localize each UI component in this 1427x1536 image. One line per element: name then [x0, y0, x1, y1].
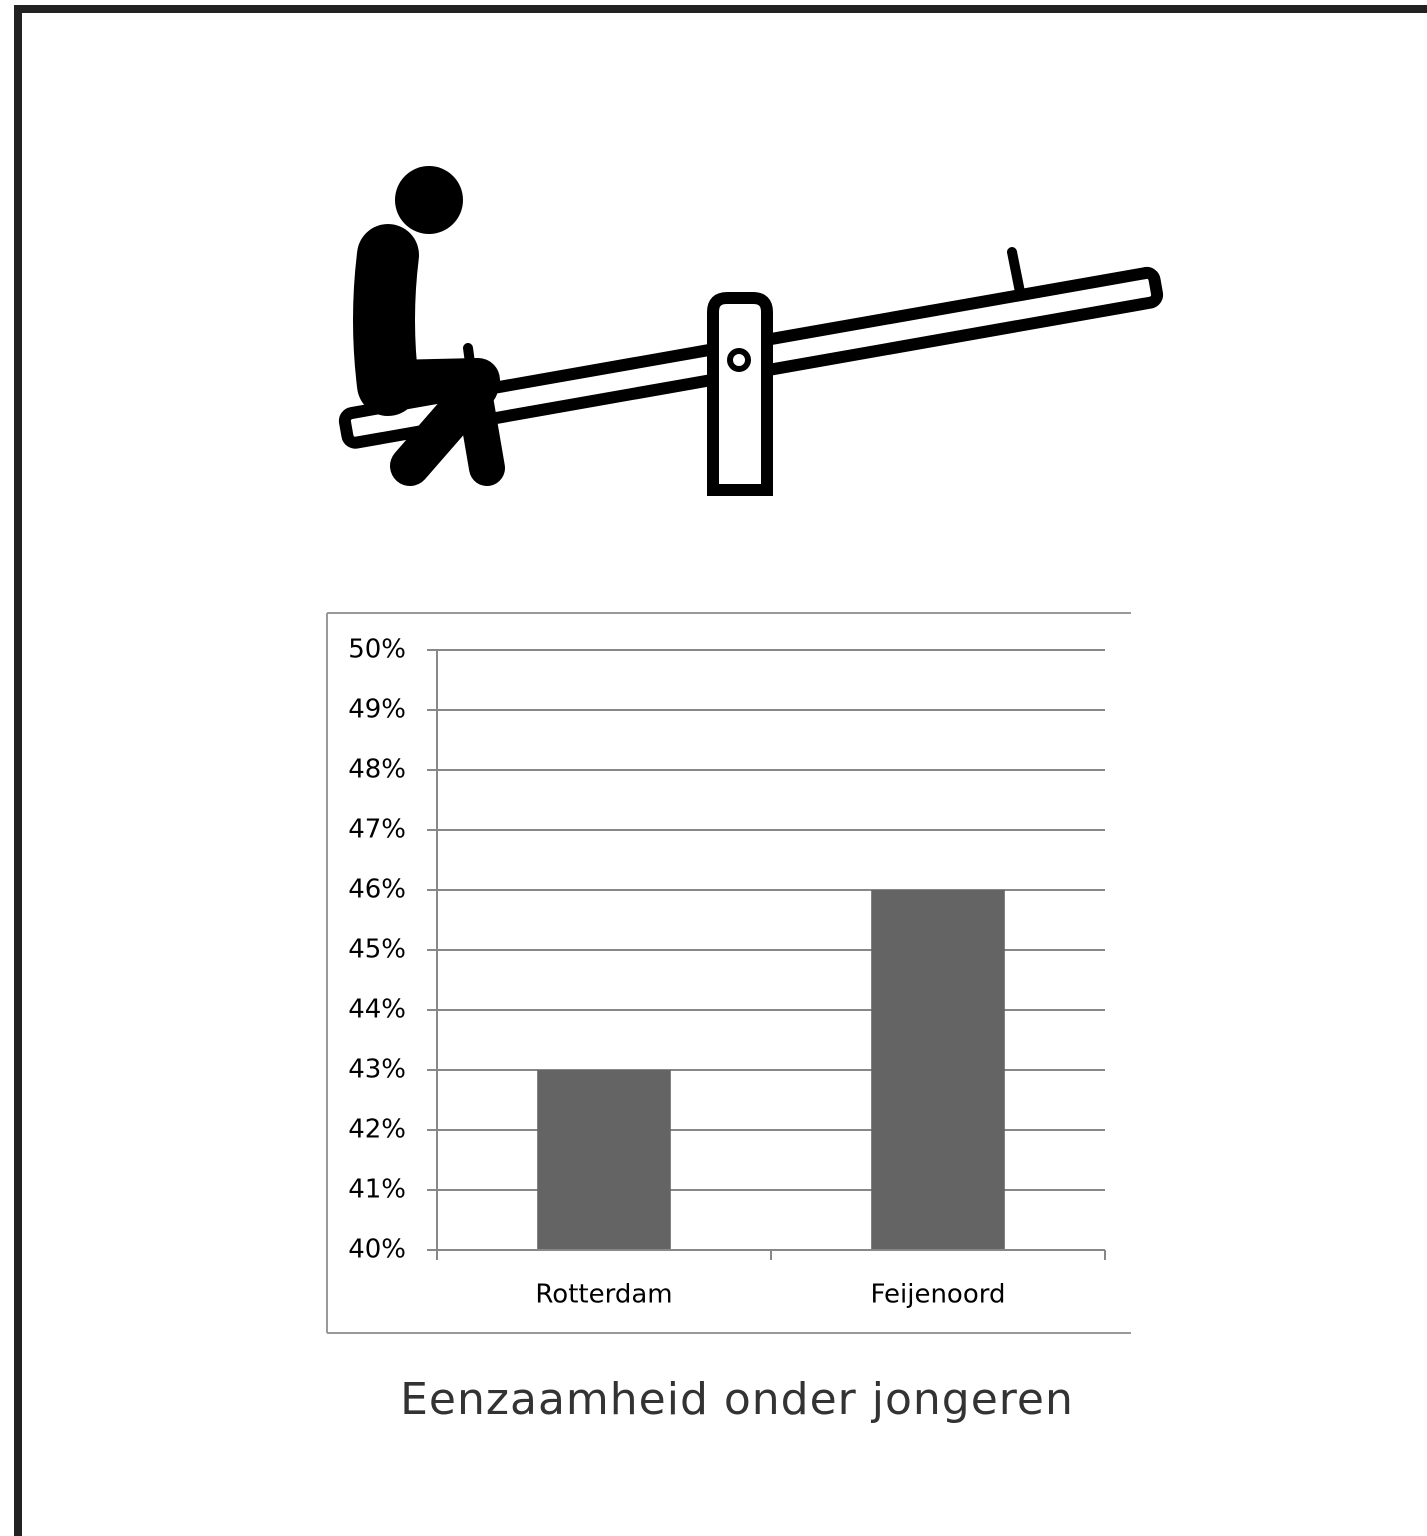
x-tick-label: Rotterdam [535, 1280, 672, 1310]
bar [537, 1070, 671, 1250]
y-tick-label: 48% [348, 755, 406, 785]
y-tick-label: 47% [348, 815, 406, 845]
bar [871, 890, 1005, 1250]
y-tick-label: 50% [348, 635, 406, 665]
page: Eenzaamheid onder jongeren 40% 41% 42% 43% 4… [0, 0, 1427, 1536]
y-tick-label: 42% [348, 1115, 406, 1145]
frame [18, 9, 1427, 1536]
y-tick-label: 44% [348, 995, 406, 1025]
y-tick-label: 45% [348, 935, 406, 965]
chart: Eenzaamheid onder jongeren 40% 41% 42% 43% 4… [0, 0, 1427, 1536]
y-tick-label: 40% [348, 1235, 406, 1265]
y-tick-label: 49% [348, 695, 406, 725]
y-tick-label: 43% [348, 1055, 406, 1085]
chart-title: Eenzaamheid onder jongeren [400, 1374, 1074, 1425]
y-tick-label: 46% [348, 875, 406, 905]
y-tick-label: 41% [348, 1175, 406, 1205]
x-tick-label: Feijenoord [870, 1280, 1005, 1310]
